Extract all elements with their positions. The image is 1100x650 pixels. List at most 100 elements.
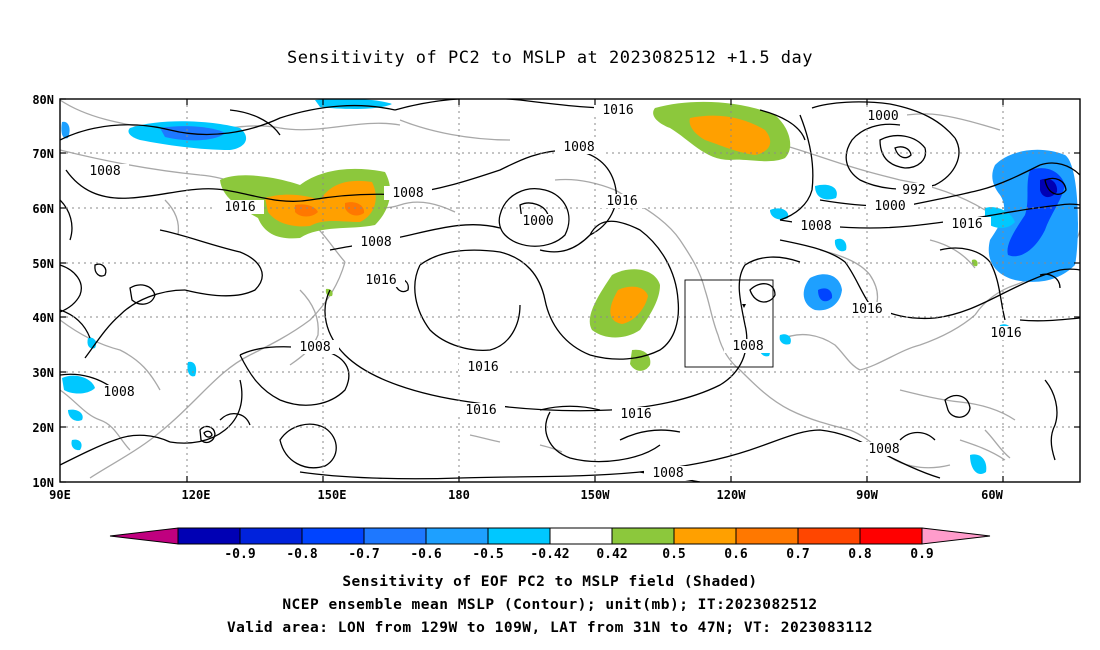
contour-label: 1016	[465, 403, 496, 418]
lat-label: 80N	[32, 93, 54, 107]
lon-label: 90E	[49, 488, 71, 502]
lat-labels: 80N 70N 60N 50N 40N 30N 20N 10N	[32, 93, 54, 490]
lon-label: 150W	[581, 488, 611, 502]
contour-label: 1008	[89, 164, 120, 179]
shade-red-asia2	[345, 202, 365, 216]
contour-label: 1008	[103, 385, 134, 400]
coastlines	[60, 99, 1080, 479]
lat-label: 60N	[32, 202, 54, 216]
shade-negative-sw2	[68, 409, 83, 421]
contour-label: 992	[902, 183, 925, 198]
caption-line-1: Sensitivity of EOF PC2 to MSLP field (Sh…	[342, 574, 758, 590]
shade-orange-asia	[265, 180, 376, 227]
colorbar-label: -0.7	[348, 547, 379, 562]
colorbar-swatch	[239, 527, 303, 545]
shade-negative-atlantic-light	[985, 207, 1015, 228]
shade-negative-sma	[187, 361, 197, 377]
map-title: Sensitivity of PC2 to MSLP at 2023082512…	[286, 48, 813, 68]
shade-negative-greenland	[815, 184, 837, 200]
lat-label: 40N	[32, 311, 54, 325]
lat-label: 50N	[32, 257, 54, 271]
colorbar-swatch	[363, 527, 427, 545]
contour-label: 1008	[800, 219, 831, 234]
colorbar-label: 0.6	[724, 547, 748, 562]
lon-label: 90W	[856, 488, 878, 502]
shade-negative-ne	[770, 208, 789, 220]
lon-label: 150E	[318, 488, 347, 502]
valid-area-box	[684, 279, 774, 368]
shade-negative-west	[61, 121, 70, 139]
colorbar-swatch	[735, 527, 799, 545]
colorbar-swatch	[425, 527, 489, 545]
grid-lines	[60, 99, 1080, 482]
colorbar-label: 0.9	[910, 547, 933, 562]
lat-label: 30N	[32, 366, 54, 380]
colorbar-swatch	[549, 527, 613, 545]
shade-negative-ctr2	[87, 337, 97, 349]
lon-label: 120W	[717, 488, 747, 502]
colorbar-swatch	[611, 527, 675, 545]
contour-label: 1016	[467, 360, 498, 375]
shade-negative-us-dark	[818, 288, 833, 302]
contour-label: 1008	[360, 235, 391, 250]
colorbar-label: 0.42	[596, 547, 627, 562]
shade-negative-gulf	[970, 454, 987, 475]
map-frame	[59, 98, 1081, 483]
contour-label: 1016	[990, 326, 1021, 341]
shade-positive-pacific2	[630, 349, 651, 371]
contour-label: 1016	[851, 302, 882, 317]
colorbar-label: 0.5	[662, 547, 685, 562]
colorbar-swatch	[487, 527, 551, 545]
contour-label: 1016	[620, 407, 651, 422]
colorbar-label: -0.42	[530, 547, 569, 562]
colorbar-swatch	[301, 527, 365, 545]
contour-label: 1016	[365, 273, 396, 288]
contour-label: 1000	[522, 214, 553, 229]
lon-label: 120E	[182, 488, 211, 502]
lat-label: 10N	[32, 476, 54, 490]
valid-area-marker	[742, 304, 746, 308]
colorbar-swatch	[797, 527, 861, 545]
contour-label: 1016	[602, 103, 633, 118]
contour-label: 1008	[299, 340, 330, 355]
colorbar-swatch	[177, 527, 241, 545]
isobars	[60, 99, 1080, 482]
shade-red-asia	[295, 204, 318, 217]
axis-ticks	[60, 98, 1080, 483]
colorbar-swatch	[859, 527, 923, 545]
lat-label: 70N	[32, 147, 54, 161]
contour-label: 1000	[874, 199, 905, 214]
caption-line-2: NCEP ensemble mean MSLP (Contour); unit(…	[282, 597, 818, 613]
contour-label: 1008	[868, 442, 899, 457]
lon-labels: 90E 120E 150E 180 150W 120W 90W 60W	[49, 488, 1003, 502]
contour-label: 1016	[951, 217, 982, 232]
shade-negative-ne2	[834, 238, 847, 252]
colorbar	[109, 527, 991, 545]
colorbar-label: 0.7	[786, 547, 809, 562]
contour-label: 1016	[224, 200, 255, 215]
colorbar-label: -0.6	[410, 547, 441, 562]
shade-orange-arctic	[689, 115, 771, 155]
colorbar-label: -0.8	[286, 547, 317, 562]
lon-label: 60W	[981, 488, 1003, 502]
colorbar-swatch	[673, 527, 737, 545]
contour-label: 1008	[563, 140, 594, 155]
lon-label: 180	[448, 488, 470, 502]
contour-label: 1016	[606, 194, 637, 209]
shade-negative-gm	[779, 334, 791, 345]
contour-labels: 1016 1008 1000 1008 1016 1008 1000 1016 …	[81, 103, 1030, 481]
shade-negative-sw3	[71, 439, 82, 451]
colorbar-upper-triangle	[921, 527, 991, 545]
colorbar-label: -0.9	[224, 547, 255, 562]
colorbar-label: 0.8	[848, 547, 872, 562]
lat-label: 20N	[32, 421, 54, 435]
shade-positive-small2	[971, 259, 978, 267]
contour-label: 1008	[392, 186, 423, 201]
contour-label: 1008	[652, 466, 683, 481]
contour-label: 1000	[867, 109, 898, 124]
colorbar-lower-triangle	[109, 527, 179, 545]
caption-line-3: Valid area: LON from 129W to 109W, LAT f…	[226, 620, 874, 636]
shade-orange-pacific	[610, 286, 648, 324]
contour-label: 1008	[732, 339, 763, 354]
